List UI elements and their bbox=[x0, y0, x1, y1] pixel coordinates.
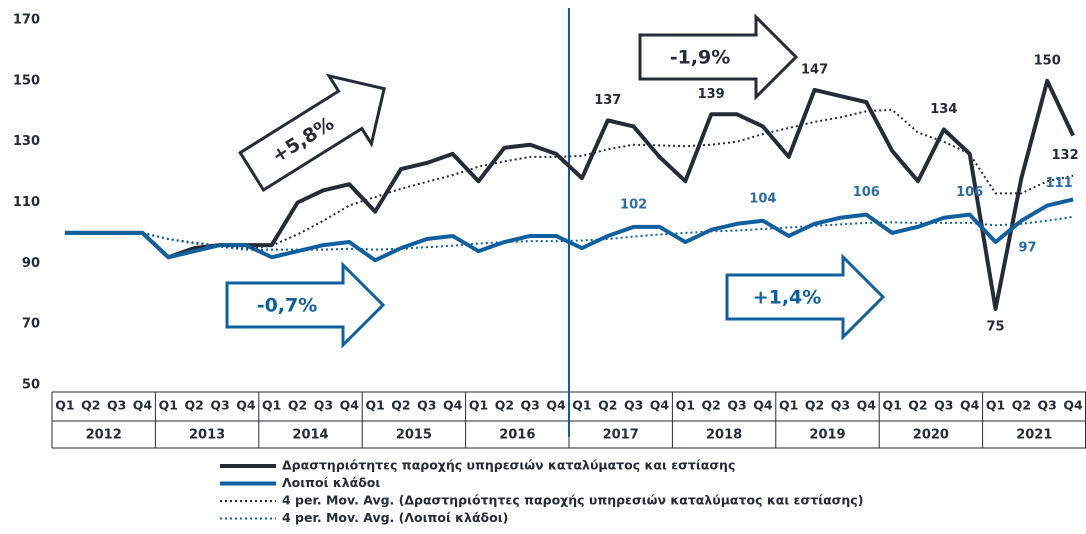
year-label: 2018 bbox=[706, 428, 742, 443]
x-tick-label: Q4 bbox=[236, 398, 256, 413]
series-line bbox=[64, 197, 1074, 263]
legend-label: 4 per. Mov. Avg. (Λοιποί κλάδοι) bbox=[282, 510, 508, 525]
data-label: 150 bbox=[1034, 53, 1061, 68]
x-tick-label: Q2 bbox=[391, 398, 410, 413]
y-tick-label: 150 bbox=[13, 73, 40, 88]
moving-average-line bbox=[142, 215, 1074, 251]
x-tick-label: Q4 bbox=[960, 398, 980, 413]
data-label: 75 bbox=[986, 319, 1004, 334]
y-tick-label: 90 bbox=[22, 256, 40, 271]
x-tick-label: Q1 bbox=[159, 398, 178, 413]
y-tick-label: 170 bbox=[13, 13, 40, 28]
x-tick-label: Q3 bbox=[727, 398, 746, 413]
x-tick-label: Q4 bbox=[1063, 398, 1083, 413]
x-tick-label: Q1 bbox=[55, 398, 74, 413]
x-tick-label: Q4 bbox=[443, 398, 463, 413]
x-tick-label: Q1 bbox=[262, 398, 281, 413]
x-tick-label: Q4 bbox=[340, 398, 360, 413]
year-label: 2012 bbox=[86, 428, 122, 443]
x-tick-label: Q2 bbox=[598, 398, 617, 413]
data-label: 104 bbox=[749, 191, 776, 206]
x-tick-label: Q2 bbox=[81, 398, 100, 413]
legend-label: Λοιποί κλάδοι bbox=[282, 475, 380, 490]
x-tick-label: Q4 bbox=[857, 398, 877, 413]
year-label: 2020 bbox=[913, 428, 949, 443]
arrow-shape bbox=[725, 253, 886, 341]
x-tick-label: Q1 bbox=[986, 398, 1005, 413]
x-tick-label: Q3 bbox=[107, 398, 126, 413]
x-tick-label: Q4 bbox=[650, 398, 670, 413]
year-label: 2014 bbox=[292, 428, 328, 443]
x-tick-label: Q4 bbox=[546, 398, 566, 413]
data-label: 106 bbox=[853, 185, 880, 200]
x-tick-label: Q3 bbox=[314, 398, 333, 413]
data-label: 139 bbox=[698, 87, 725, 102]
year-label: 2013 bbox=[189, 428, 225, 443]
year-label: 2017 bbox=[603, 428, 639, 443]
annotation-arrow: -1,9% bbox=[638, 13, 799, 101]
year-label: 2019 bbox=[809, 428, 845, 443]
x-tick-label: Q1 bbox=[469, 398, 488, 413]
x-tick-label: Q2 bbox=[908, 398, 927, 413]
annotation-text: +1,4% bbox=[753, 287, 822, 309]
x-tick-label: Q2 bbox=[702, 398, 721, 413]
y-tick-label: 70 bbox=[22, 317, 40, 332]
x-tick-label: Q3 bbox=[1038, 398, 1057, 413]
x-tick-label: Q2 bbox=[495, 398, 514, 413]
year-label: 2021 bbox=[1016, 428, 1052, 443]
annotation-arrow: +1,4% bbox=[725, 253, 886, 341]
x-tick-label: Q2 bbox=[805, 398, 824, 413]
x-tick-label: Q4 bbox=[753, 398, 773, 413]
x-tick-label: Q3 bbox=[210, 398, 229, 413]
arrow-shape bbox=[638, 13, 799, 101]
data-label: 102 bbox=[620, 197, 647, 212]
y-tick-label: 110 bbox=[13, 195, 40, 210]
year-label: 2015 bbox=[396, 428, 432, 443]
data-label: 106 bbox=[956, 185, 983, 200]
x-tick-label: Q3 bbox=[417, 398, 436, 413]
legend-label: Δραστηριότητες παροχής υπηρεσιών καταλύμ… bbox=[282, 458, 735, 473]
x-tick-label: Q2 bbox=[288, 398, 307, 413]
data-label: 97 bbox=[1018, 241, 1036, 256]
x-tick-label: Q3 bbox=[934, 398, 953, 413]
x-tick-label: Q2 bbox=[1012, 398, 1031, 413]
arrow-shape bbox=[238, 73, 386, 193]
data-label: 137 bbox=[594, 93, 621, 108]
y-tick-label: 130 bbox=[13, 134, 40, 149]
annotation-arrow: +5,8% bbox=[238, 73, 386, 193]
x-tick-label: Q1 bbox=[572, 398, 591, 413]
x-tick-label: Q1 bbox=[882, 398, 901, 413]
x-tick-label: Q1 bbox=[365, 398, 384, 413]
x-tick-label: Q3 bbox=[831, 398, 850, 413]
x-tick-label: Q4 bbox=[133, 398, 153, 413]
y-tick-label: 50 bbox=[22, 378, 40, 393]
data-label: 134 bbox=[930, 102, 957, 117]
annotation-text: -0,7% bbox=[257, 295, 318, 317]
arrow-shape bbox=[225, 261, 386, 349]
data-label: 111 bbox=[1046, 176, 1073, 191]
annotation-arrow: -0,7% bbox=[225, 261, 386, 349]
x-tick-label: Q3 bbox=[521, 398, 540, 413]
x-tick-label: Q1 bbox=[676, 398, 695, 413]
x-tick-label: Q3 bbox=[624, 398, 643, 413]
x-tick-label: Q1 bbox=[779, 398, 798, 413]
annotation-text: -1,9% bbox=[670, 47, 731, 69]
legend-label: 4 per. Mov. Avg. (Δραστηριότητες παροχής… bbox=[282, 493, 863, 508]
data-label: 147 bbox=[801, 62, 828, 77]
data-label: 132 bbox=[1052, 148, 1079, 163]
x-tick-label: Q2 bbox=[185, 398, 204, 413]
year-label: 2016 bbox=[499, 428, 535, 443]
